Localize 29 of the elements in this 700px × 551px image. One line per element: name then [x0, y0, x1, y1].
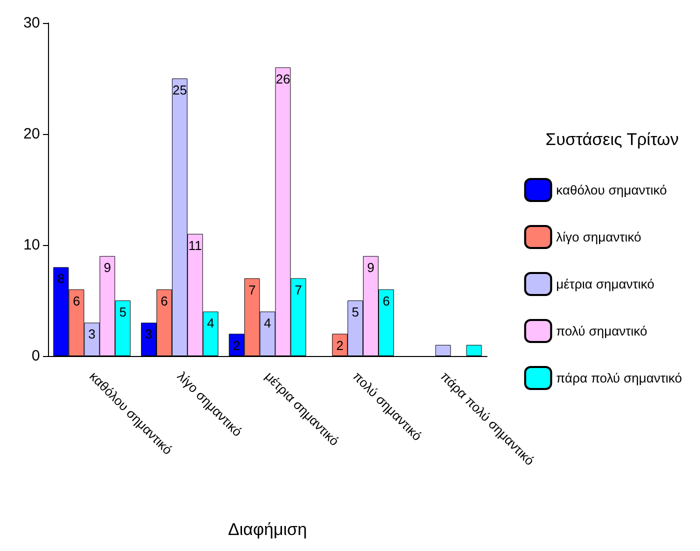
data-label: 7: [294, 282, 302, 298]
data-label: 2: [232, 338, 240, 353]
legend-label: μέτρια σημαντικό: [556, 276, 654, 292]
data-label: 5: [119, 304, 126, 320]
data-label: 9: [367, 260, 374, 276]
data-label: 6: [72, 293, 80, 308]
data-label: 5: [352, 304, 359, 320]
legend-label: λίγο σημαντικό: [556, 230, 642, 244]
data-label: 2: [336, 338, 344, 353]
data-label: 6: [382, 293, 390, 308]
data-label: 4: [264, 316, 272, 331]
legend-label: πολύ σημαντικό: [556, 324, 648, 338]
y-tick-label: 20: [23, 126, 40, 142]
y-tick-label: 0: [32, 348, 40, 364]
data-label: 3: [145, 326, 152, 342]
legend-title: Συστάσεις Τρίτων: [546, 130, 679, 149]
data-label: 8: [57, 271, 65, 286]
data-label: 9: [104, 260, 111, 276]
data-label: 26: [276, 71, 290, 86]
data-label: 7: [248, 282, 256, 298]
y-tick-label: 10: [23, 236, 40, 254]
data-label: 4: [206, 316, 214, 331]
y-tick-label: 30: [23, 14, 40, 32]
data-label: 3: [88, 326, 96, 342]
x-axis-title: Διαφήμιση: [228, 520, 307, 539]
data-label: 6: [160, 293, 168, 308]
data-label: 11: [188, 238, 202, 253]
legend-label: καθόλου σημαντικό: [556, 182, 667, 198]
data-label: 25: [172, 82, 187, 98]
